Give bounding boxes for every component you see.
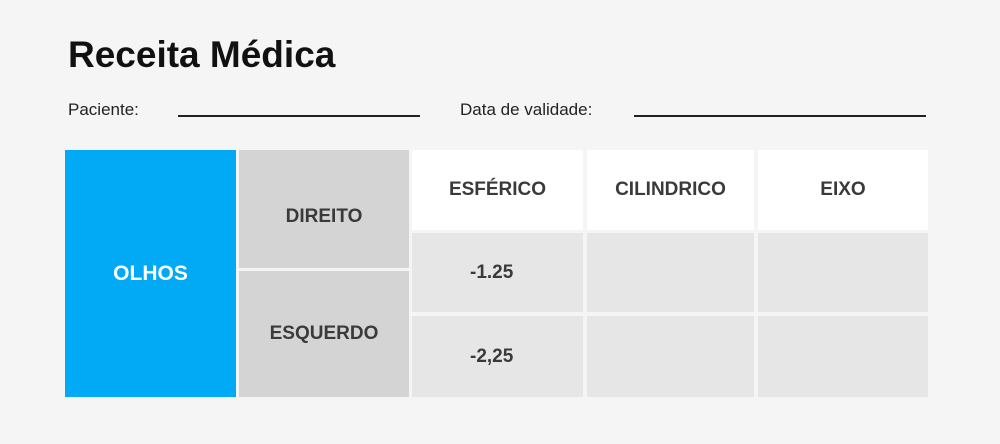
table-cell	[587, 316, 754, 397]
row-label: DIREITO	[239, 150, 409, 268]
table-cell: -2,25	[412, 316, 583, 397]
group-cell: OLHOS	[65, 150, 236, 397]
title: Receita Médica	[68, 34, 336, 75]
field-label: Paciente:	[68, 100, 139, 119]
field-label: Data de validade:	[460, 100, 593, 119]
table-cell	[758, 316, 928, 397]
column-header: EIXO	[758, 150, 928, 230]
input-line	[178, 115, 420, 117]
table-cell: -1.25	[412, 233, 583, 312]
table-cell	[758, 233, 928, 312]
input-line	[634, 115, 926, 117]
row-label: ESQUERDO	[239, 271, 409, 397]
table-cell	[587, 233, 754, 312]
column-header: CILINDRICO	[587, 150, 754, 230]
column-header: ESFÉRICO	[412, 150, 583, 230]
